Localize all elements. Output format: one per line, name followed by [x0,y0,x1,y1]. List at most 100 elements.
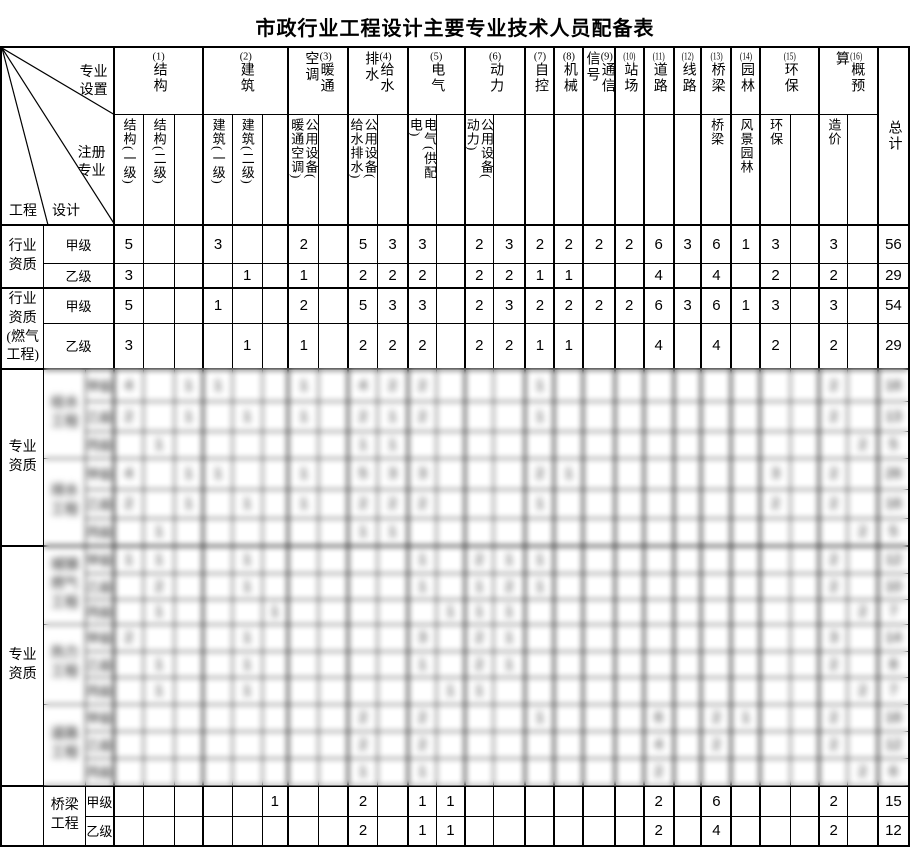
value-cell [202,322,233,370]
value-cell [318,488,349,519]
grade-label: 乙级 [86,657,113,673]
value-cell [553,598,584,625]
value-cell [173,322,204,370]
value-cell [231,224,263,264]
header-sub-cell: 暖通空调) 公用设备( [287,113,320,226]
value-cell: 2 [287,287,320,324]
engineering-label: 工程 [9,203,37,219]
value-cell: 14 [876,623,910,652]
value-cell: 1 [524,572,555,600]
value-cell [700,572,732,600]
value: 16 [885,495,902,512]
value-cell: 16 [876,488,910,519]
value-cell: 2 [524,287,555,324]
value-cell: 1 [143,598,175,625]
value-cell [231,598,263,625]
grade-cell: 丙级 [85,430,115,459]
header-sub-cell [613,113,645,226]
value-cell [613,703,645,732]
value: 1 [418,763,427,781]
value-cell: 1 [493,623,526,652]
value-cell: 1 [524,545,555,574]
value: 2 [418,709,427,726]
column-number: (13) [710,51,723,62]
table-row: 专业资质 给水工程 甲级 4 1 1 1 4 2 2 1 2 16 [0,368,910,547]
value-cell [261,815,289,847]
table-row: 热力工程 甲级 2 1 3 2 1 3 14 [1,623,910,705]
value: 2 [829,376,838,394]
section-label: 专业资质 [8,648,37,682]
vertical-text: 算 [833,51,849,67]
value-cell [672,457,702,490]
grade-cell: 乙级 [43,262,115,289]
value-cell [318,676,349,705]
vertical-text: 电气(供配 [422,117,437,179]
value-cell: 1 [436,676,466,705]
value-cell [553,572,584,600]
value-cell [287,623,320,652]
value-cell [261,224,289,264]
value-cell [287,676,320,705]
value-cell [847,322,879,370]
value: 5 [124,235,134,253]
value-cell: 6 [642,287,675,324]
value: 2 [858,436,867,453]
group-label: 给水工程 [50,395,79,430]
value-cell [847,262,879,289]
column-number: (5) [430,51,443,62]
value-cell [287,815,320,847]
value: 2 [829,792,838,810]
value: 1 [505,603,514,620]
value-cell [377,785,409,817]
table-row: 乙级 2 2 4 2 2 12 [1,730,910,759]
vertical-text: (2)建筑 [238,51,254,94]
value: 2 [124,407,134,425]
value-cell: 4 [112,368,145,402]
header-sub-cell [642,113,675,226]
value-cell [261,703,289,732]
value-cell [173,730,204,759]
header-sub-cell: 结构(二级) [143,113,175,226]
value: 2 [505,337,514,355]
value: 2 [475,337,484,355]
value-cell: 2 [818,730,849,759]
value-cell [173,676,204,705]
grade-cell: 乙级 [85,730,115,759]
value: 1 [242,682,252,699]
value-cell [613,785,645,817]
value-cell [642,457,675,490]
value-cell: 3 [493,224,526,264]
value-cell [582,457,616,490]
value-cell: 6 [642,703,675,732]
value: 2 [535,235,545,253]
value: 2 [505,266,514,284]
value-cell: 4 [642,730,675,759]
value: 15 [885,792,902,810]
value-cell [759,703,791,732]
vertical-text: 排水 [363,51,379,83]
value: 26 [885,465,902,482]
value-cell [261,287,289,324]
value-cell [700,368,732,402]
value-cell [463,815,495,847]
value-cell [377,650,409,678]
value: 56 [885,235,902,253]
value-cell [672,623,702,652]
value-cell [202,517,233,547]
value-cell [672,430,702,459]
value: 1 [418,577,427,595]
value-cell [730,598,761,625]
value: 2 [418,376,427,394]
value-cell [202,488,233,519]
value-cell [524,785,555,817]
value-cell [112,650,145,678]
value-cell [463,785,495,817]
value-cell [143,488,175,519]
value-cell [672,785,702,817]
value-cell [789,703,820,732]
value-cell [642,400,675,432]
value-cell [287,430,320,459]
value-cell: 2 [406,488,438,519]
table-row: 行业资质(燃气工程) 甲级 5 1 2 5 3 3 2 3 2 2 2 2 6 3 6 1 3 3 54 [0,287,910,370]
value-cell [582,623,616,652]
